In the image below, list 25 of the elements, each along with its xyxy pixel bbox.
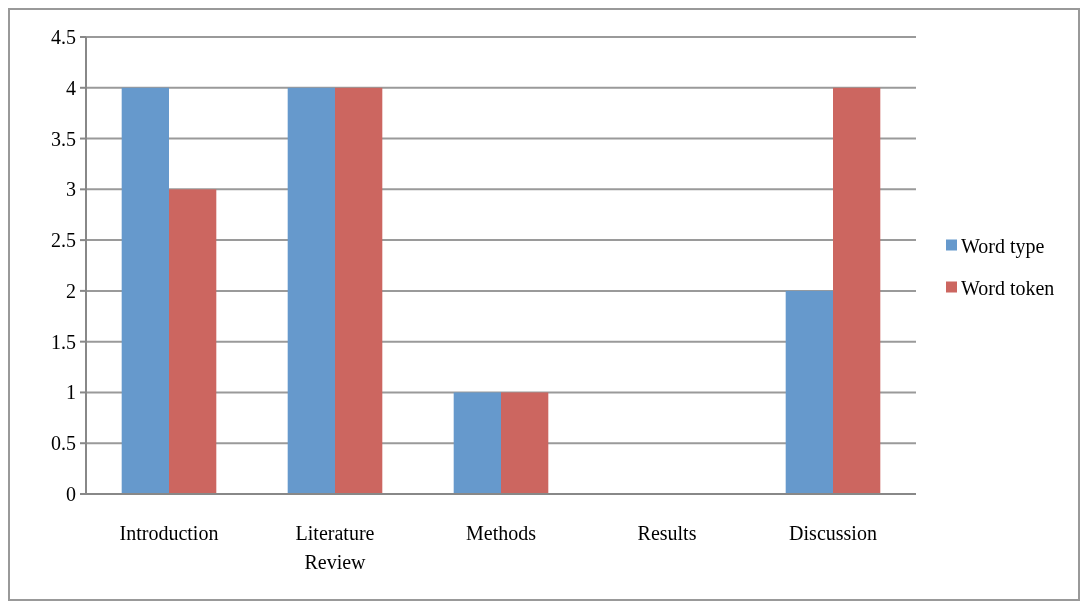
bar <box>121 87 169 494</box>
legend-label: Word token <box>961 276 1055 299</box>
y-tick-label: 0.5 <box>51 432 76 455</box>
y-tick-label: 4 <box>66 76 76 99</box>
x-tick-label: Discussion <box>789 522 877 544</box>
bar <box>501 392 549 494</box>
bar <box>453 392 501 494</box>
x-tick-label: Introduction <box>119 522 219 544</box>
x-tick-label: Methods <box>466 522 537 544</box>
y-tick-label: 0 <box>66 483 76 505</box>
y-tick-label: 1 <box>66 381 76 404</box>
bar <box>833 87 881 494</box>
legend-label: Word type <box>961 234 1045 258</box>
bar <box>287 87 335 494</box>
bar <box>785 290 833 494</box>
y-tick-label: 3.5 <box>51 127 76 150</box>
y-tick-label: 1.5 <box>51 330 76 353</box>
y-tick-label: 2.5 <box>51 229 76 252</box>
y-tick-label: 3 <box>66 178 76 201</box>
y-tick-label: 4.5 <box>51 26 76 48</box>
bar <box>169 189 217 494</box>
bar <box>335 87 383 494</box>
x-tick-label: Results <box>637 522 697 544</box>
x-tick-label: Literature Review <box>295 522 375 573</box>
y-tick-label: 2 <box>66 279 76 302</box>
